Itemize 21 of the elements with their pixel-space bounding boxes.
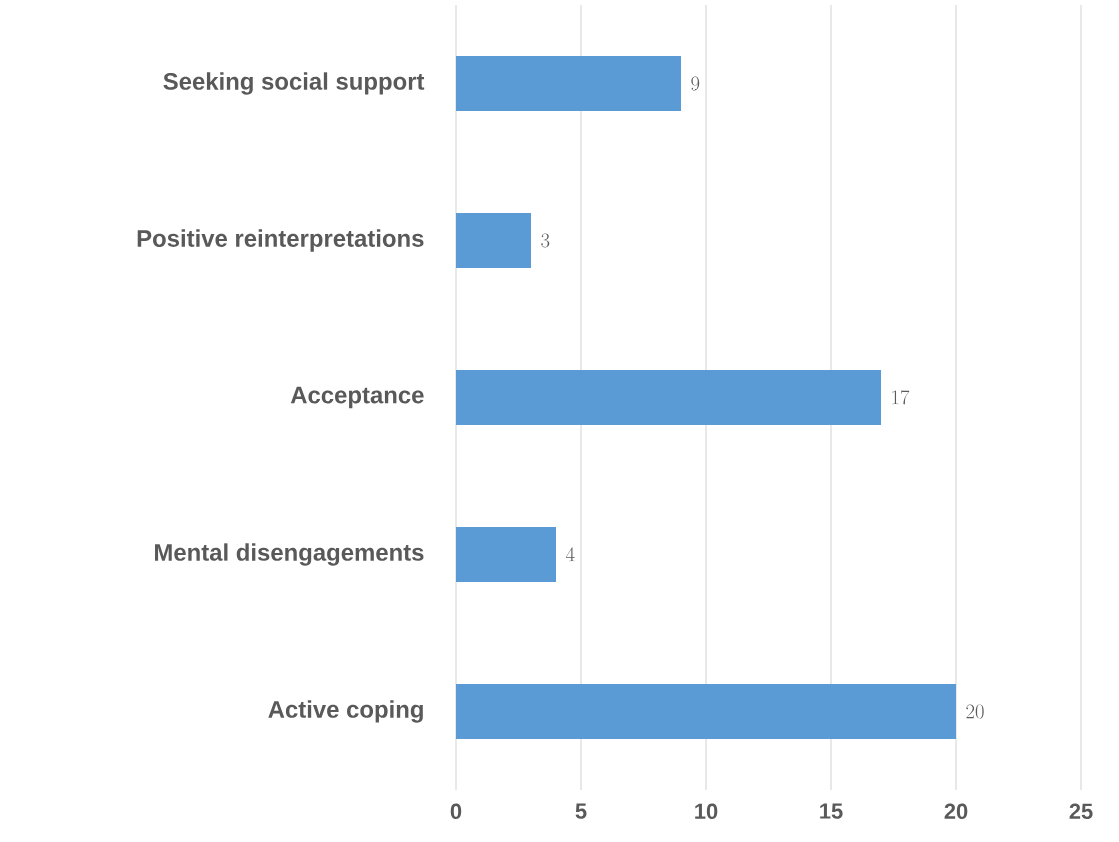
data-label: 4 bbox=[565, 547, 575, 562]
bar bbox=[456, 370, 882, 425]
y-tick-label: Mental disengagements bbox=[155, 543, 424, 566]
x-tick-label: 0 bbox=[450, 803, 462, 820]
y-tick-label: Acceptance bbox=[290, 386, 424, 409]
x-tick-label: 25 bbox=[1069, 803, 1093, 820]
x-tick-label: 5 bbox=[575, 803, 587, 819]
x-tick-label: 10 bbox=[695, 803, 718, 820]
data-label: 9 bbox=[691, 76, 700, 91]
x-tick-label: 20 bbox=[944, 803, 968, 820]
bar bbox=[456, 213, 531, 268]
x-tick-label: 15 bbox=[820, 803, 843, 819]
bar bbox=[456, 56, 681, 111]
y-tick-label: Active coping bbox=[268, 700, 423, 723]
bar bbox=[456, 684, 957, 739]
data-label: 20 bbox=[966, 704, 984, 719]
bar bbox=[456, 527, 556, 582]
y-tick-label: Seeking social support bbox=[163, 72, 425, 95]
data-label: 17 bbox=[892, 390, 910, 405]
y-tick-label: Positive reinterpretations bbox=[137, 229, 424, 252]
data-label: 3 bbox=[541, 233, 550, 248]
